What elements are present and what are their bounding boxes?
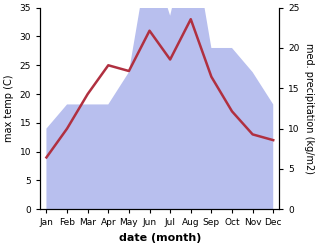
Y-axis label: med. precipitation (kg/m2): med. precipitation (kg/m2) — [304, 43, 314, 174]
X-axis label: date (month): date (month) — [119, 233, 201, 243]
Y-axis label: max temp (C): max temp (C) — [4, 75, 14, 142]
